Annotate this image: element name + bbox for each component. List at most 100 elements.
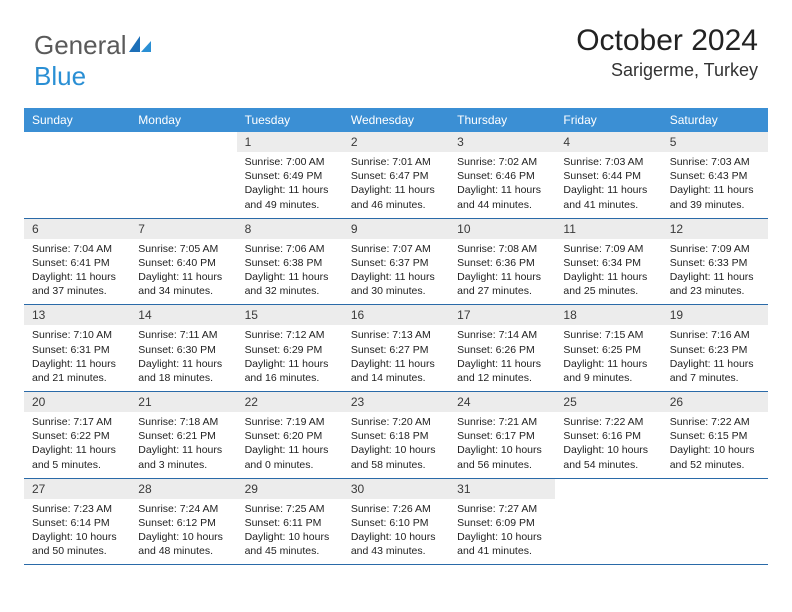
- day-number: 9: [343, 219, 449, 239]
- daylight-text: Daylight: 10 hours and 58 minutes.: [351, 443, 441, 471]
- daylight-text: Daylight: 10 hours and 50 minutes.: [32, 530, 122, 558]
- header-right: October 2024 Sarigerme, Turkey: [576, 24, 758, 81]
- day-number: 19: [662, 305, 768, 325]
- week-row: 13Sunrise: 7:10 AMSunset: 6:31 PMDayligh…: [24, 305, 768, 392]
- sunrise-text: Sunrise: 7:03 AM: [670, 155, 760, 169]
- day-cell: 25Sunrise: 7:22 AMSunset: 6:16 PMDayligh…: [555, 392, 661, 478]
- sunset-text: Sunset: 6:40 PM: [138, 256, 228, 270]
- sunrise-text: Sunrise: 7:24 AM: [138, 502, 228, 516]
- day-details: Sunrise: 7:22 AMSunset: 6:15 PMDaylight:…: [662, 412, 768, 478]
- sunrise-text: Sunrise: 7:03 AM: [563, 155, 653, 169]
- month-title: October 2024: [576, 24, 758, 58]
- day-cell: 21Sunrise: 7:18 AMSunset: 6:21 PMDayligh…: [130, 392, 236, 478]
- day-cell: 14Sunrise: 7:11 AMSunset: 6:30 PMDayligh…: [130, 305, 236, 391]
- sunrise-text: Sunrise: 7:00 AM: [245, 155, 335, 169]
- day-cell: 5Sunrise: 7:03 AMSunset: 6:43 PMDaylight…: [662, 132, 768, 218]
- day-details: Sunrise: 7:25 AMSunset: 6:11 PMDaylight:…: [237, 499, 343, 565]
- sunrise-text: Sunrise: 7:12 AM: [245, 328, 335, 342]
- sunset-text: Sunset: 6:14 PM: [32, 516, 122, 530]
- day-details: Sunrise: 7:15 AMSunset: 6:25 PMDaylight:…: [555, 325, 661, 391]
- sunset-text: Sunset: 6:10 PM: [351, 516, 441, 530]
- day-number: 6: [24, 219, 130, 239]
- day-cell: 31Sunrise: 7:27 AMSunset: 6:09 PMDayligh…: [449, 479, 555, 565]
- daylight-text: Daylight: 11 hours and 5 minutes.: [32, 443, 122, 471]
- sunset-text: Sunset: 6:33 PM: [670, 256, 760, 270]
- daylight-text: Daylight: 11 hours and 44 minutes.: [457, 183, 547, 211]
- day-cell: 3Sunrise: 7:02 AMSunset: 6:46 PMDaylight…: [449, 132, 555, 218]
- calendar: SundayMondayTuesdayWednesdayThursdayFrid…: [24, 108, 768, 565]
- week-row: 27Sunrise: 7:23 AMSunset: 6:14 PMDayligh…: [24, 479, 768, 566]
- day-cell: 7Sunrise: 7:05 AMSunset: 6:40 PMDaylight…: [130, 219, 236, 305]
- day-number: 25: [555, 392, 661, 412]
- day-details: Sunrise: 7:14 AMSunset: 6:26 PMDaylight:…: [449, 325, 555, 391]
- daylight-text: Daylight: 11 hours and 46 minutes.: [351, 183, 441, 211]
- day-details: Sunrise: 7:22 AMSunset: 6:16 PMDaylight:…: [555, 412, 661, 478]
- day-cell: 30Sunrise: 7:26 AMSunset: 6:10 PMDayligh…: [343, 479, 449, 565]
- sunset-text: Sunset: 6:20 PM: [245, 429, 335, 443]
- day-cell: 29Sunrise: 7:25 AMSunset: 6:11 PMDayligh…: [237, 479, 343, 565]
- sunset-text: Sunset: 6:27 PM: [351, 343, 441, 357]
- day-header: Wednesday: [343, 108, 449, 132]
- day-cell: 10Sunrise: 7:08 AMSunset: 6:36 PMDayligh…: [449, 219, 555, 305]
- sunset-text: Sunset: 6:44 PM: [563, 169, 653, 183]
- sunrise-text: Sunrise: 7:11 AM: [138, 328, 228, 342]
- day-number: 12: [662, 219, 768, 239]
- day-cell: 11Sunrise: 7:09 AMSunset: 6:34 PMDayligh…: [555, 219, 661, 305]
- sunset-text: Sunset: 6:25 PM: [563, 343, 653, 357]
- day-header: Tuesday: [237, 108, 343, 132]
- sunrise-text: Sunrise: 7:25 AM: [245, 502, 335, 516]
- day-cell: 15Sunrise: 7:12 AMSunset: 6:29 PMDayligh…: [237, 305, 343, 391]
- logo-text: GeneralBlue: [34, 30, 151, 92]
- sunrise-text: Sunrise: 7:06 AM: [245, 242, 335, 256]
- daylight-text: Daylight: 11 hours and 32 minutes.: [245, 270, 335, 298]
- daylight-text: Daylight: 11 hours and 37 minutes.: [32, 270, 122, 298]
- day-cell: [662, 479, 768, 565]
- sunset-text: Sunset: 6:16 PM: [563, 429, 653, 443]
- sunrise-text: Sunrise: 7:14 AM: [457, 328, 547, 342]
- week-row: 20Sunrise: 7:17 AMSunset: 6:22 PMDayligh…: [24, 392, 768, 479]
- day-number: 29: [237, 479, 343, 499]
- day-details: Sunrise: 7:20 AMSunset: 6:18 PMDaylight:…: [343, 412, 449, 478]
- week-row: 1Sunrise: 7:00 AMSunset: 6:49 PMDaylight…: [24, 132, 768, 219]
- day-cell: 28Sunrise: 7:24 AMSunset: 6:12 PMDayligh…: [130, 479, 236, 565]
- day-number: 18: [555, 305, 661, 325]
- daylight-text: Daylight: 10 hours and 52 minutes.: [670, 443, 760, 471]
- day-cell: 12Sunrise: 7:09 AMSunset: 6:33 PMDayligh…: [662, 219, 768, 305]
- day-details: Sunrise: 7:23 AMSunset: 6:14 PMDaylight:…: [24, 499, 130, 565]
- day-cell: 26Sunrise: 7:22 AMSunset: 6:15 PMDayligh…: [662, 392, 768, 478]
- sunrise-text: Sunrise: 7:08 AM: [457, 242, 547, 256]
- day-number: 28: [130, 479, 236, 499]
- weeks: 1Sunrise: 7:00 AMSunset: 6:49 PMDaylight…: [24, 132, 768, 565]
- daylight-text: Daylight: 11 hours and 30 minutes.: [351, 270, 441, 298]
- day-details: Sunrise: 7:05 AMSunset: 6:40 PMDaylight:…: [130, 239, 236, 305]
- sunset-text: Sunset: 6:18 PM: [351, 429, 441, 443]
- daylight-text: Daylight: 11 hours and 14 minutes.: [351, 357, 441, 385]
- day-details: Sunrise: 7:04 AMSunset: 6:41 PMDaylight:…: [24, 239, 130, 305]
- day-number: 5: [662, 132, 768, 152]
- sunrise-text: Sunrise: 7:23 AM: [32, 502, 122, 516]
- daylight-text: Daylight: 10 hours and 48 minutes.: [138, 530, 228, 558]
- day-details: Sunrise: 7:13 AMSunset: 6:27 PMDaylight:…: [343, 325, 449, 391]
- sunrise-text: Sunrise: 7:22 AM: [670, 415, 760, 429]
- day-number: 31: [449, 479, 555, 499]
- day-details: Sunrise: 7:00 AMSunset: 6:49 PMDaylight:…: [237, 152, 343, 218]
- day-number: 16: [343, 305, 449, 325]
- day-details: Sunrise: 7:07 AMSunset: 6:37 PMDaylight:…: [343, 239, 449, 305]
- sunset-text: Sunset: 6:41 PM: [32, 256, 122, 270]
- day-cell: 19Sunrise: 7:16 AMSunset: 6:23 PMDayligh…: [662, 305, 768, 391]
- day-cell: 27Sunrise: 7:23 AMSunset: 6:14 PMDayligh…: [24, 479, 130, 565]
- day-details: Sunrise: 7:21 AMSunset: 6:17 PMDaylight:…: [449, 412, 555, 478]
- sunset-text: Sunset: 6:30 PM: [138, 343, 228, 357]
- sunrise-text: Sunrise: 7:19 AM: [245, 415, 335, 429]
- day-cell: 24Sunrise: 7:21 AMSunset: 6:17 PMDayligh…: [449, 392, 555, 478]
- sunset-text: Sunset: 6:31 PM: [32, 343, 122, 357]
- day-cell: 20Sunrise: 7:17 AMSunset: 6:22 PMDayligh…: [24, 392, 130, 478]
- day-details: Sunrise: 7:03 AMSunset: 6:44 PMDaylight:…: [555, 152, 661, 218]
- sunset-text: Sunset: 6:15 PM: [670, 429, 760, 443]
- daylight-text: Daylight: 10 hours and 41 minutes.: [457, 530, 547, 558]
- day-number: 17: [449, 305, 555, 325]
- day-number: 22: [237, 392, 343, 412]
- sunrise-text: Sunrise: 7:17 AM: [32, 415, 122, 429]
- daylight-text: Daylight: 11 hours and 21 minutes.: [32, 357, 122, 385]
- sunset-text: Sunset: 6:21 PM: [138, 429, 228, 443]
